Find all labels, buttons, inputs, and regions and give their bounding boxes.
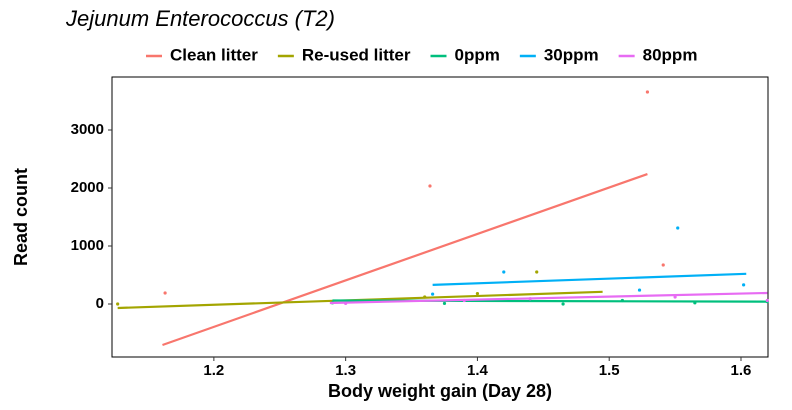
point: [535, 270, 539, 274]
y-tick-label: 2000: [71, 179, 104, 196]
point: [637, 288, 642, 292]
point: [673, 295, 677, 299]
point: [676, 226, 680, 230]
y-tick-label: 1000: [71, 237, 104, 254]
legend-label: Re-used litter: [302, 45, 411, 64]
point: [442, 301, 447, 306]
point: [475, 291, 480, 296]
point: [661, 263, 665, 267]
point: [428, 184, 432, 188]
y-axis-title: Read count: [11, 168, 31, 266]
trend-line: [432, 272, 747, 286]
legend-label: 30ppm: [544, 45, 599, 64]
y-tick-label: 3000: [71, 121, 104, 138]
point: [561, 302, 565, 306]
x-tick-label: 1.5: [599, 362, 620, 379]
point: [742, 283, 746, 287]
trend-line: [162, 172, 648, 347]
x-tick-label: 1.4: [467, 362, 489, 379]
chart-title: Jejunum Enterococcus (T2): [65, 6, 335, 31]
trend-line: [329, 291, 768, 305]
y-tick-label: 0: [96, 295, 104, 312]
x-tick-label: 1.3: [335, 362, 356, 379]
x-tick-label: 1.2: [203, 362, 224, 379]
legend-label: Clean litter: [170, 45, 258, 64]
point: [765, 298, 769, 303]
point: [163, 291, 167, 295]
plot-frame: [111, 76, 769, 358]
point: [502, 270, 506, 274]
point: [116, 302, 120, 306]
point: [645, 90, 650, 94]
x-axis-title: Body weight gain (Day 28): [328, 381, 552, 401]
legend-label: 0ppm: [455, 45, 500, 64]
point: [431, 292, 435, 296]
x-tick-label: 1.6: [731, 362, 752, 379]
legend-label: 80ppm: [643, 45, 698, 64]
